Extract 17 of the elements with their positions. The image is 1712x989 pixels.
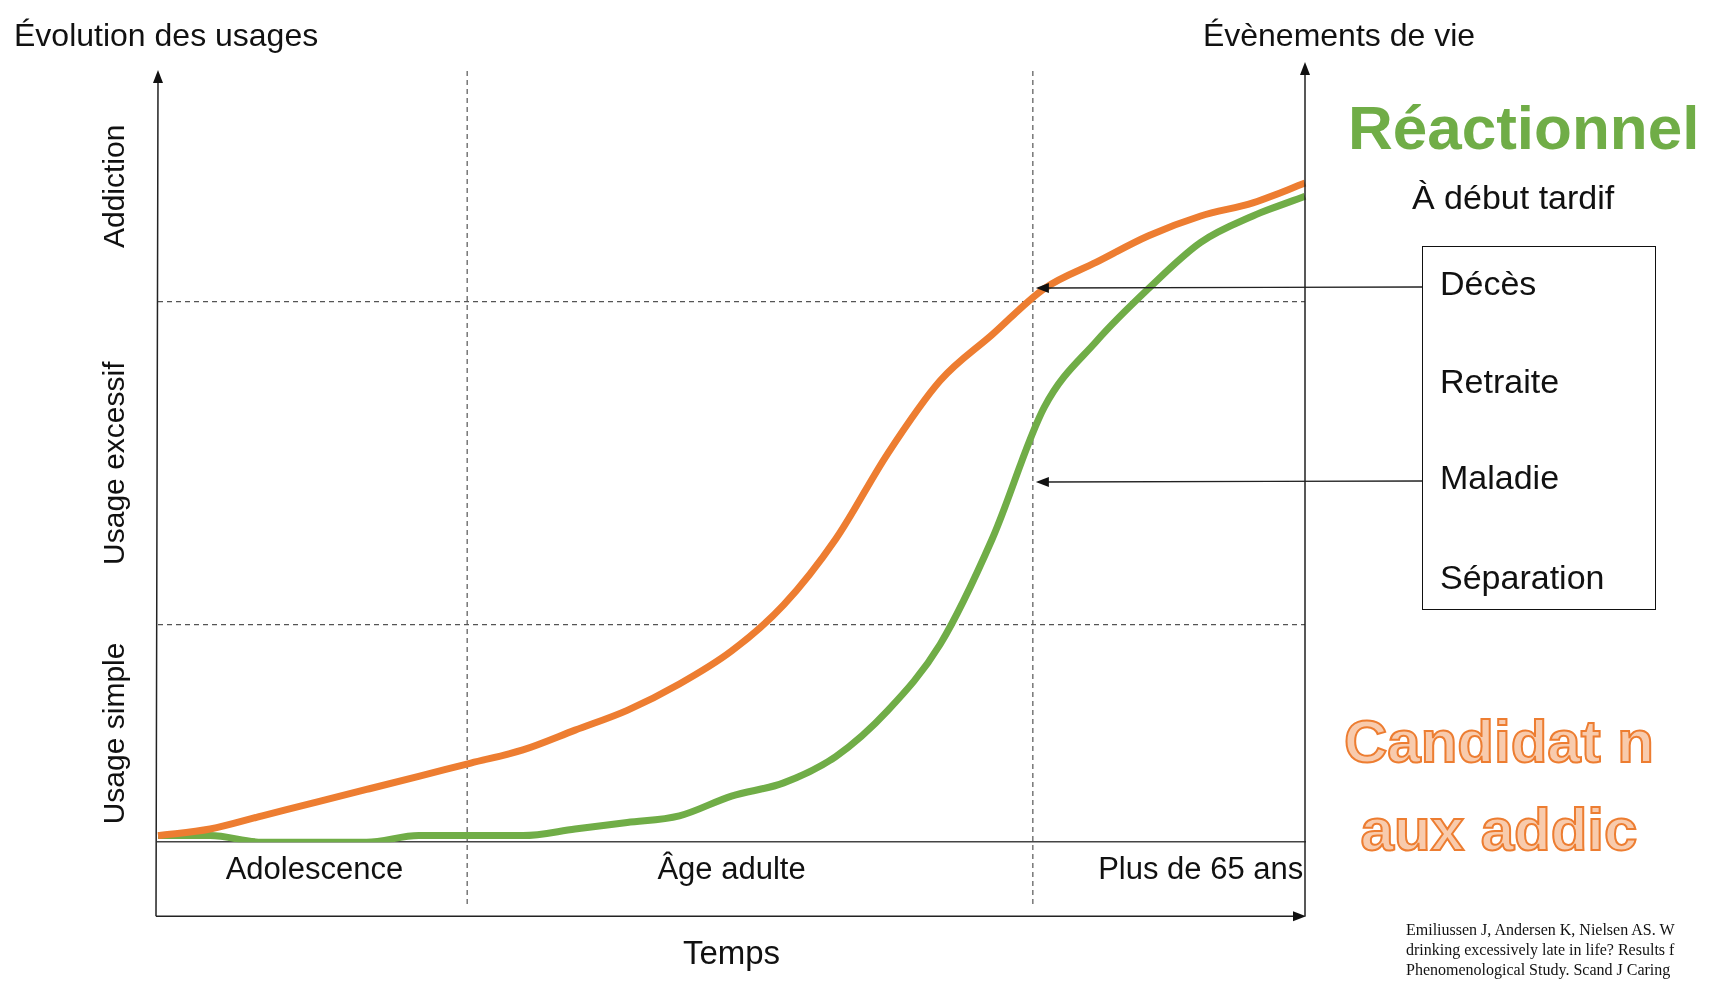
text: Séparation — [1440, 558, 1605, 597]
text: Réactionnel — [1348, 92, 1700, 163]
text: Usage simple — [97, 642, 131, 825]
text: À début tardif — [1412, 178, 1615, 217]
x-tick-label: Adolescence — [225, 851, 404, 887]
text: Usage excessif — [97, 360, 131, 565]
text: Retraite — [1440, 362, 1560, 401]
text: Addiction — [97, 124, 131, 249]
text: Candidat n aux addic — [1344, 707, 1654, 865]
text: Maladie — [1440, 458, 1560, 497]
x-tick-label: Âge adulte — [657, 851, 806, 887]
text: Décès — [1440, 264, 1537, 303]
x-tick-label: Plus de 65 ans — [1098, 851, 1304, 887]
y2-axis-title: Évènements de vie — [1202, 17, 1476, 53]
text: Emiliussen J, Andersen K, Nielsen AS. W drinking excessively late in life? Results f Phenomenological Study. Scand J Caring — [1406, 920, 1675, 980]
x-axis-title: Temps — [682, 934, 781, 972]
y-axis-title: Évolution des usages — [14, 17, 319, 53]
